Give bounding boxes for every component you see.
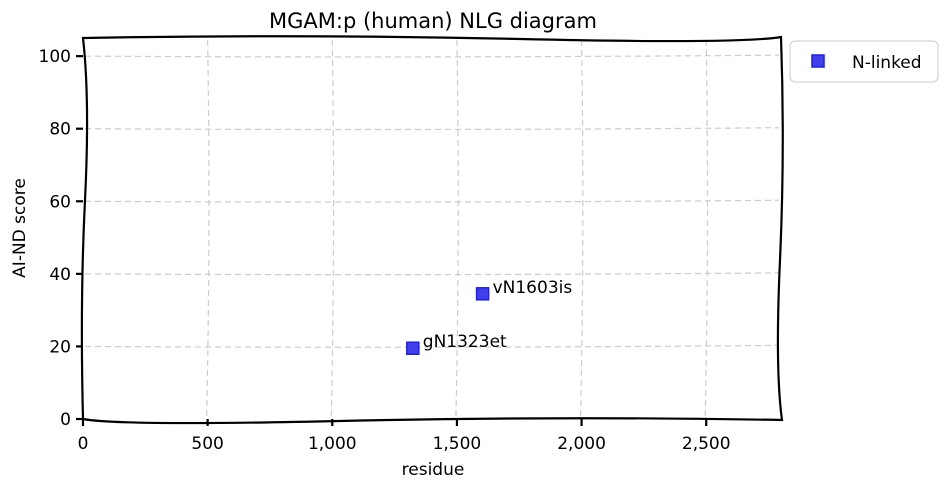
- x-tick-label: 1,500: [433, 434, 482, 454]
- chart-title: MGAM:p (human) NLG diagram: [269, 9, 597, 33]
- x-tick-label: 0: [78, 434, 89, 454]
- gridline-x: [704, 39, 709, 418]
- point-label: vN1603is: [493, 278, 573, 298]
- gridline-y: [84, 127, 780, 131]
- gridline-y: [84, 199, 780, 203]
- gridline-y: [84, 54, 780, 58]
- legend-box: [789, 40, 939, 83]
- x-tick-label: 2,500: [682, 434, 731, 454]
- legend: N-linked: [789, 40, 939, 83]
- legend-label: N-linked: [852, 53, 922, 73]
- gridline-x: [455, 39, 459, 418]
- legend-marker: [811, 54, 825, 68]
- y-axis-label: AI-ND score: [10, 178, 30, 278]
- point-label: gN1323et: [423, 332, 507, 352]
- gridline-y: [84, 344, 780, 348]
- gridline-x: [579, 39, 584, 418]
- data-points: gN1323et vN1603is: [406, 278, 573, 355]
- gridline-y: [84, 272, 780, 276]
- gridline-x: [330, 39, 335, 418]
- grid: [84, 39, 780, 418]
- x-axis-label: residue: [402, 460, 465, 480]
- plot-frame: [80, 35, 784, 425]
- y-tick-label: 40: [49, 265, 71, 285]
- data-point: [406, 341, 420, 355]
- y-tick-label: 60: [49, 192, 71, 212]
- x-tick-label: 2,000: [557, 434, 606, 454]
- y-tick-label: 100: [39, 47, 71, 67]
- data-point: [475, 287, 490, 301]
- x-tick-label: 1,000: [308, 434, 357, 454]
- axis-ticks: 0 500 1,000 1,500 2,000 2,500 0 20 40 60 80 100: [39, 47, 731, 454]
- y-tick-label: 20: [49, 337, 71, 357]
- gridline-x: [206, 39, 210, 418]
- x-tick-label: 500: [191, 434, 223, 454]
- y-tick-label: 80: [49, 120, 71, 140]
- y-tick-label: 0: [60, 410, 71, 430]
